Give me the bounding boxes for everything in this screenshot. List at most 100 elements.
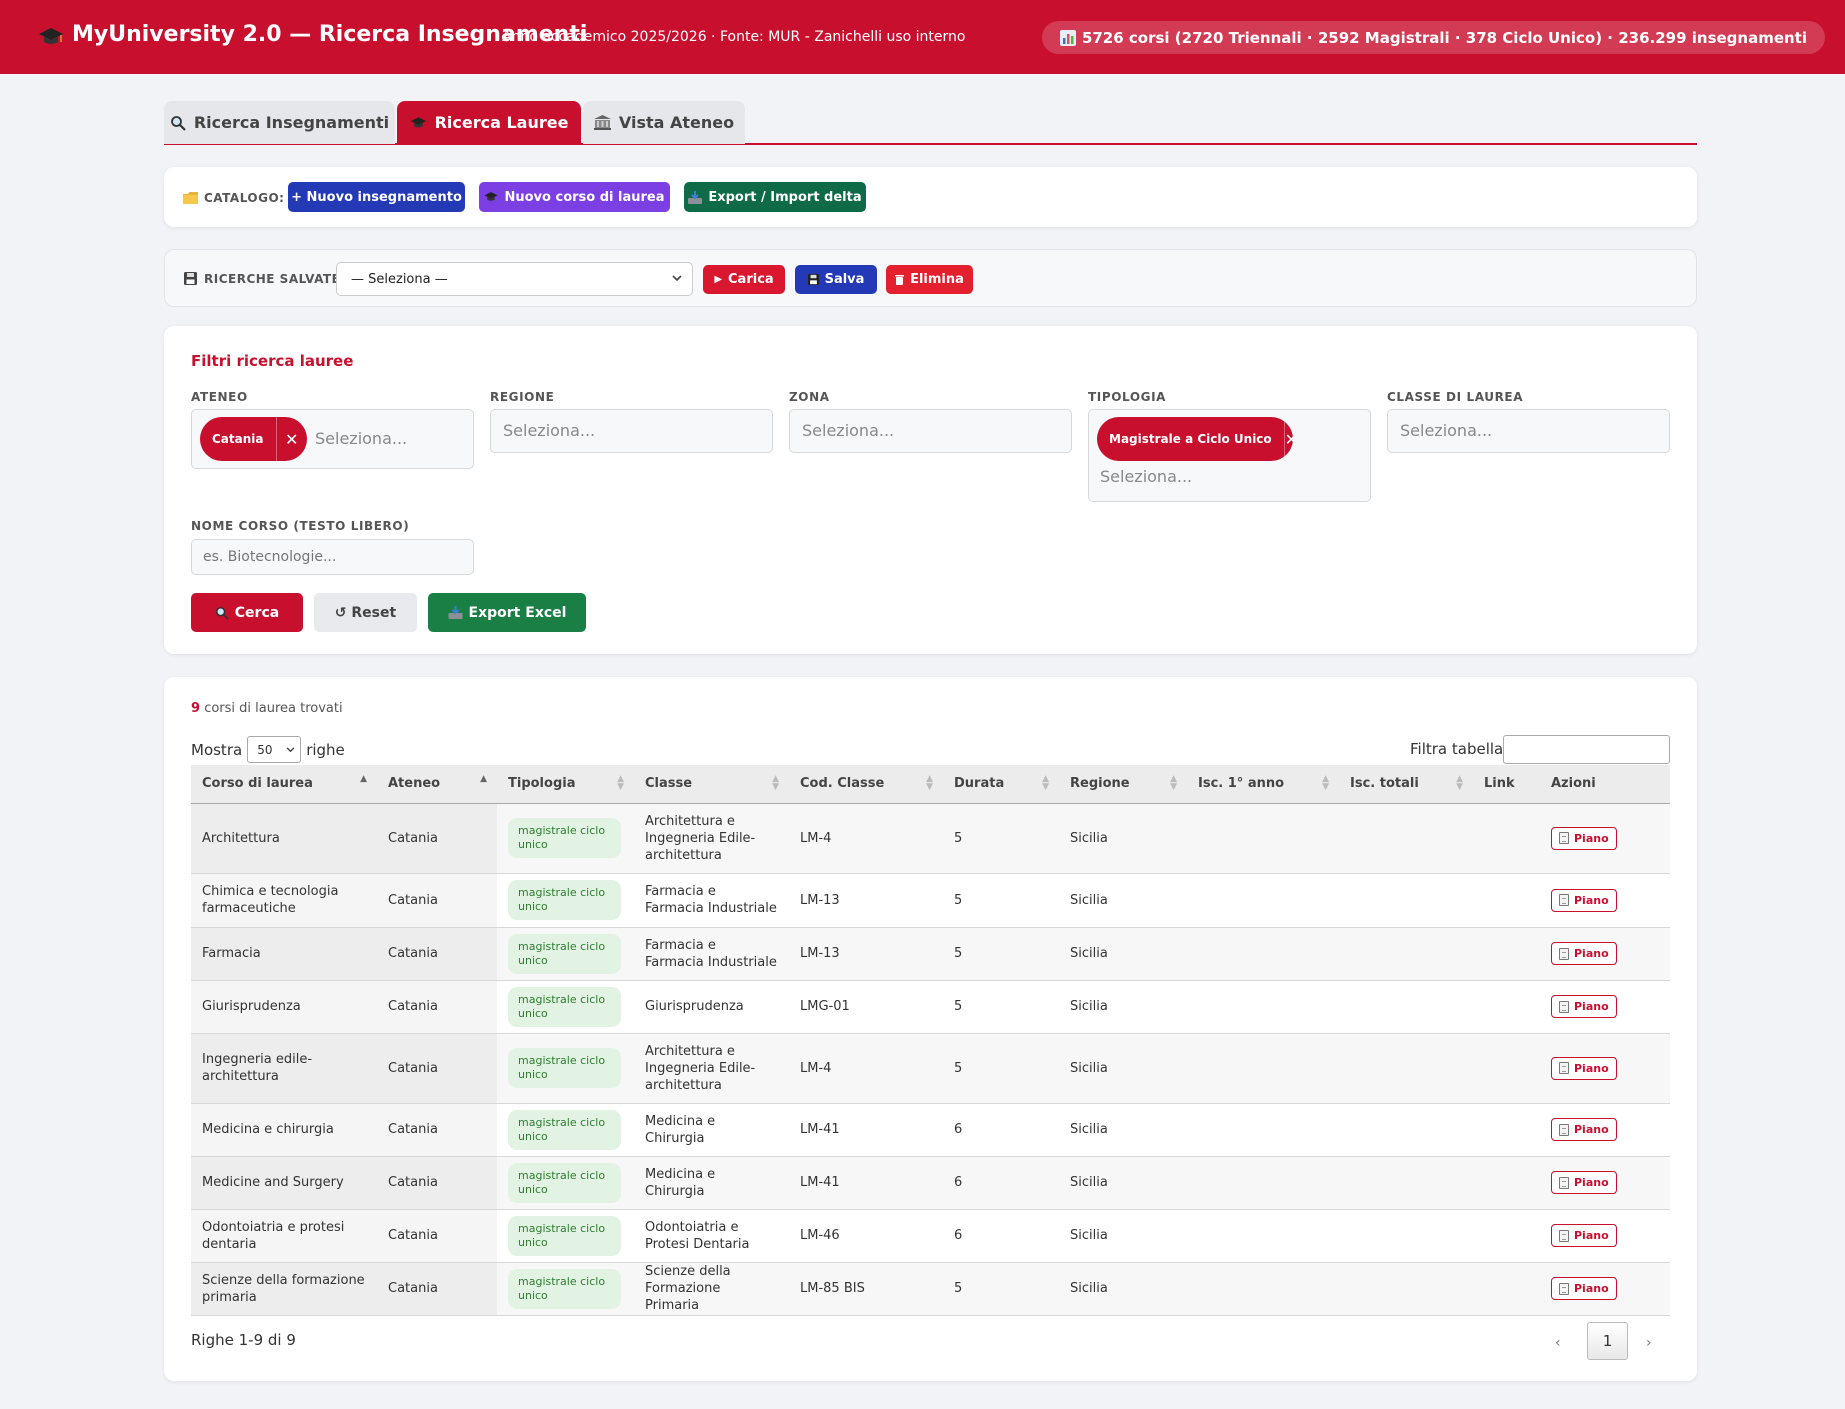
- ateneo-chip: Catania ✕: [200, 417, 307, 461]
- sort-icon: ▲ ▼: [926, 774, 933, 792]
- cell-iscritti-primo-anno: [1187, 1209, 1339, 1263]
- cell-tipologia: magistrale ciclo unico: [497, 803, 634, 874]
- cell-classe: Architettura e Ingegneria Edile-architet…: [634, 803, 789, 874]
- prev-page-button[interactable]: ‹: [1555, 1335, 1561, 1351]
- new-degree-button[interactable]: Nuovo corso di laurea: [479, 182, 670, 212]
- zona-multiselect[interactable]: Seleziona...: [789, 409, 1072, 453]
- app-header: MyUniversity 2.0 — Ricerca Insegnamenti …: [0, 0, 1845, 74]
- close-icon[interactable]: ✕: [1283, 417, 1298, 461]
- classe-multiselect[interactable]: Seleziona...: [1387, 409, 1670, 453]
- tab-vista-ateneo[interactable]: Vista Ateneo: [583, 101, 745, 144]
- rows-per-page-select[interactable]: 50: [247, 736, 302, 763]
- piano-button[interactable]: Piano: [1551, 1224, 1617, 1247]
- load-button[interactable]: ▶ Carica: [703, 265, 785, 294]
- cell-iscritti-primo-anno: [1187, 1262, 1339, 1316]
- cell-ateneo: Catania: [377, 1262, 497, 1316]
- cell-cod-classe: LM-4: [789, 803, 943, 874]
- nome-corso-input[interactable]: [191, 539, 474, 575]
- cell-link: [1473, 1156, 1540, 1210]
- cell-classe: Medicina e Chirurgia: [634, 1156, 789, 1210]
- app-title: MyUniversity 2.0 — Ricerca Insegnamenti: [72, 22, 588, 47]
- page-button[interactable]: 1: [1587, 1322, 1628, 1360]
- results-table: Corso di laurea ▲ Ateneo ▲ Tipologia ▲ ▼ Cla…: [191, 765, 1670, 1316]
- cell-iscritti-primo-anno: [1187, 1103, 1339, 1157]
- reset-button[interactable]: ↺ Reset: [314, 593, 417, 632]
- export-import-button[interactable]: Export / Import delta: [684, 182, 866, 212]
- cell-azioni: Piano: [1540, 873, 1670, 928]
- inbox-tray-icon: [688, 190, 703, 204]
- table-row: Architettura Catania magistrale ciclo unic…: [191, 803, 1670, 874]
- zona-label: ZONA: [789, 390, 830, 404]
- cell-link: [1473, 1103, 1540, 1157]
- cell-tipologia: magistrale ciclo unico: [497, 980, 634, 1034]
- ateneo-chip-label: Catania: [212, 432, 264, 446]
- rows-label: righe: [306, 740, 345, 759]
- cell-corso: Architettura: [191, 803, 377, 874]
- document-icon: [1559, 894, 1569, 906]
- piano-button[interactable]: Piano: [1551, 995, 1617, 1018]
- regione-multiselect[interactable]: Seleziona...: [490, 409, 773, 453]
- column-header[interactable]: Isc. 1° anno ▲ ▼: [1187, 765, 1339, 804]
- cell-classe: Scienze della Formazione Primaria: [634, 1262, 789, 1316]
- piano-button[interactable]: Piano: [1551, 1118, 1617, 1141]
- tab-ricerca-lauree[interactable]: Ricerca Lauree: [397, 101, 581, 144]
- cell-iscritti-totali: [1339, 1262, 1473, 1316]
- cell-corso: Medicina e chirurgia: [191, 1103, 377, 1157]
- column-header[interactable]: Isc. totali ▲ ▼: [1339, 765, 1473, 804]
- tipologia-badge: magistrale ciclo unico: [508, 818, 621, 858]
- play-icon: ▶: [714, 274, 723, 285]
- regione-placeholder: Seleziona...: [503, 421, 596, 440]
- cell-regione: Sicilia: [1059, 1262, 1187, 1316]
- cell-ateneo: Catania: [377, 927, 497, 981]
- table-row: Medicina e chirurgia Catania magistrale ci…: [191, 1103, 1670, 1157]
- tab-ricerca-insegnamenti[interactable]: Ricerca Insegnamenti: [164, 101, 395, 144]
- column-header[interactable]: Regione ▲ ▼: [1059, 765, 1187, 804]
- piano-button[interactable]: Piano: [1551, 826, 1617, 850]
- column-header[interactable]: Classe ▲ ▼: [634, 765, 789, 804]
- new-course-button[interactable]: + Nuovo insegnamento: [288, 182, 465, 212]
- cell-iscritti-totali: [1339, 803, 1473, 874]
- delete-button[interactable]: Elimina: [886, 265, 973, 294]
- sort-icon: ▲ ▼: [772, 774, 779, 792]
- cell-iscritti-totali: [1339, 1156, 1473, 1210]
- cell-azioni: Piano: [1540, 1103, 1670, 1157]
- column-header: Azioni: [1540, 765, 1670, 804]
- piano-label: Piano: [1574, 893, 1609, 907]
- tipologia-multiselect[interactable]: Magistrale a Ciclo Unico ✕ Seleziona...: [1088, 409, 1371, 502]
- column-header[interactable]: Tipologia ▲ ▼: [497, 765, 634, 804]
- export-excel-button[interactable]: Export Excel: [428, 593, 586, 632]
- results-count-number: 9: [191, 701, 201, 716]
- save-button[interactable]: Salva: [795, 265, 877, 294]
- table-row: Odontoiatria e protesi dentaria Catania ma…: [191, 1209, 1670, 1263]
- piano-button[interactable]: Piano: [1551, 888, 1617, 912]
- column-header[interactable]: Ateneo ▲: [377, 765, 497, 804]
- column-header[interactable]: Cod. Classe ▲ ▼: [789, 765, 943, 804]
- new-degree-label: Nuovo corso di laurea: [504, 189, 665, 205]
- cell-corso: Giurisprudenza: [191, 980, 377, 1034]
- piano-button[interactable]: Piano: [1551, 1277, 1617, 1300]
- tipologia-badge: magistrale ciclo unico: [508, 880, 621, 920]
- search-button[interactable]: Cerca: [191, 593, 303, 632]
- ateneo-multiselect[interactable]: Catania ✕ Seleziona...: [191, 409, 474, 469]
- filters-card: Filtri ricerca lauree ATENEO Catania ✕ S…: [164, 326, 1697, 654]
- table-filter-input[interactable]: [1503, 735, 1670, 764]
- chevron-down-icon: [286, 747, 295, 753]
- nome-corso-label: NOME CORSO (TESTO LIBERO): [191, 519, 410, 533]
- column-header[interactable]: Corso di laurea ▲: [191, 765, 377, 804]
- cell-cod-classe: LM-4: [789, 1033, 943, 1104]
- column-header[interactable]: Durata ▲ ▼: [943, 765, 1059, 804]
- piano-label: Piano: [1574, 1176, 1609, 1189]
- saved-searches-selected: — Seleziona —: [351, 271, 448, 287]
- close-icon[interactable]: ✕: [275, 417, 308, 461]
- next-page-button[interactable]: ›: [1646, 1335, 1652, 1351]
- saved-searches-select[interactable]: — Seleziona —: [336, 262, 693, 296]
- saved-searches-bar: RICERCHE SALVATE: — Seleziona — ▶ Carica…: [164, 249, 1697, 307]
- piano-button[interactable]: Piano: [1551, 1056, 1617, 1080]
- document-icon: [1559, 1229, 1569, 1242]
- piano-button[interactable]: Piano: [1551, 942, 1617, 965]
- piano-button[interactable]: Piano: [1551, 1171, 1617, 1194]
- sort-icon: ▲ ▼: [1042, 774, 1049, 792]
- cell-link: [1473, 1033, 1540, 1104]
- cell-regione: Sicilia: [1059, 927, 1187, 981]
- cell-classe: Farmacia e Farmacia Industriale: [634, 927, 789, 981]
